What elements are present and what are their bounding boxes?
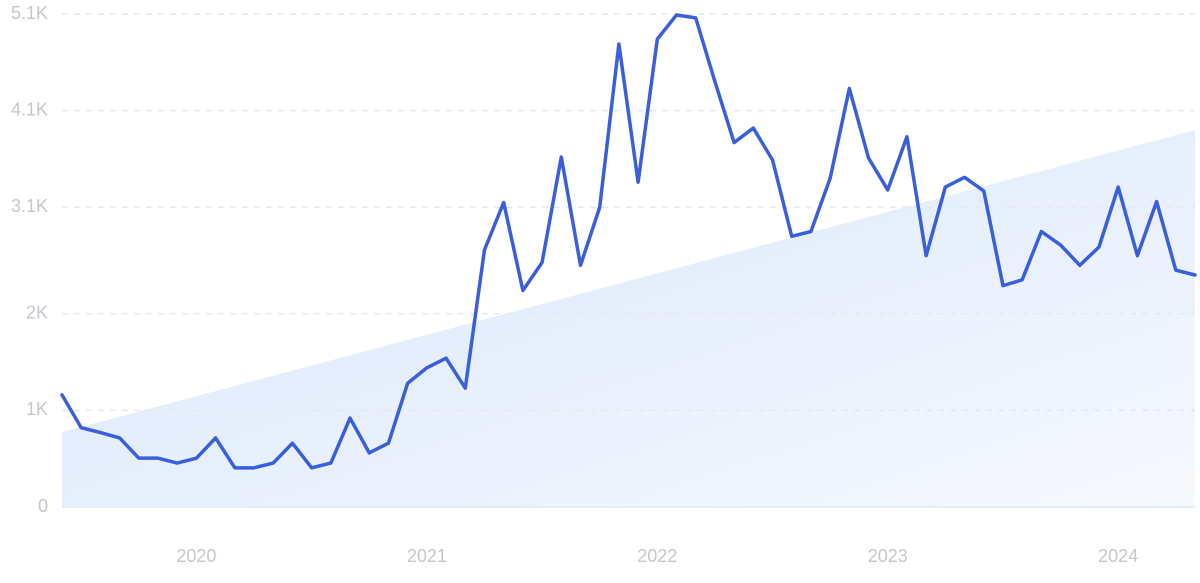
- y-tick-label: 5.1K: [11, 3, 48, 23]
- y-tick-label: 3.1K: [11, 196, 48, 216]
- x-tick-label: 2024: [1098, 546, 1138, 566]
- x-tick-label: 2021: [407, 546, 447, 566]
- y-tick-label: 4.1K: [11, 99, 48, 119]
- y-tick-label: 2K: [26, 302, 48, 322]
- x-tick-label: 2023: [868, 546, 908, 566]
- trend-area: [62, 130, 1195, 507]
- x-tick-label: 2020: [176, 546, 216, 566]
- trend-line: [60, 13, 1197, 470]
- y-tick-label: 1K: [26, 399, 48, 419]
- y-tick-label: 0: [38, 496, 48, 516]
- x-tick-label: 2022: [637, 546, 677, 566]
